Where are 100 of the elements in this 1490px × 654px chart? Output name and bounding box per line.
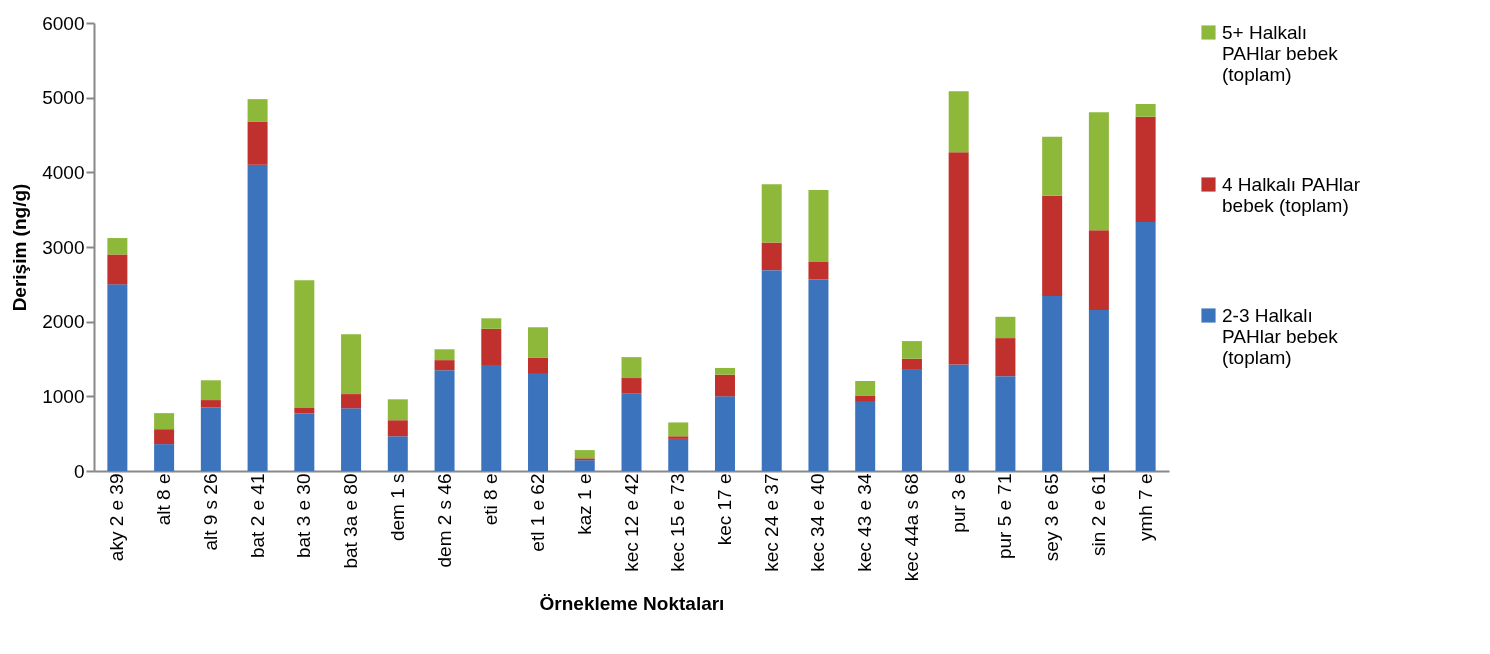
x-tick-label: kec 15 e 73 (667, 473, 689, 572)
x-tick-label: sin 2 e 61 (1087, 473, 1109, 556)
x-tick-label: kec 17 e (713, 473, 735, 546)
bar (948, 152, 969, 365)
bar (855, 401, 876, 471)
bar (1088, 230, 1109, 311)
bar (154, 413, 175, 430)
x-tick-label: etl 1 e 62 (527, 473, 549, 552)
bar (107, 238, 128, 255)
bar (668, 436, 689, 439)
bar (200, 407, 221, 471)
y-tick-label: 5000 (42, 87, 85, 109)
bar (481, 364, 502, 471)
bar (294, 407, 315, 414)
bar (341, 334, 362, 395)
bar (107, 254, 128, 285)
bar (434, 360, 455, 371)
x-tick-label: bat 2 e 41 (246, 473, 268, 559)
bar (1135, 104, 1156, 117)
bar (294, 280, 315, 408)
legend-label: 2-3 Halkalı PAHlar bebek (toplam) (1222, 304, 1339, 368)
x-tick-label: kec 34 e 40 (807, 473, 829, 572)
y-tick-label: 4000 (42, 161, 85, 183)
x-tick-label: pur 3 e (947, 473, 969, 533)
y-axis-title: Derişim (ng/g) (9, 183, 31, 312)
bar (107, 284, 128, 471)
bar (995, 316, 1016, 339)
bar (1088, 310, 1109, 471)
x-tick-label: alt 9 s 26 (199, 473, 221, 551)
bar (808, 279, 829, 471)
bar (528, 357, 549, 374)
x-tick-label: dem 1 s (386, 473, 408, 542)
legend-label: 5+ Halkalı PAHlar bebek (toplam) (1222, 21, 1339, 85)
x-tick-label: eti 8 e (480, 473, 502, 526)
x-tick-label: ymh 7 e (1134, 473, 1156, 542)
bar (995, 338, 1016, 377)
y-tick-label: 2000 (42, 311, 85, 333)
x-axis-title: Örnekleme Noktaları (539, 593, 725, 615)
y-tick-label: 6000 (42, 12, 85, 34)
x-tick-label: kaz 1 e (573, 473, 595, 535)
x-tick-label: aky 2 e 39 (106, 473, 128, 562)
y-tick-label: 1000 (42, 385, 85, 407)
bar (901, 358, 922, 370)
bar (761, 184, 782, 243)
bar (574, 460, 595, 471)
bar (528, 373, 549, 471)
bar (574, 450, 595, 459)
bar (247, 164, 268, 471)
bar (200, 400, 221, 408)
bar (434, 349, 455, 361)
bar (1088, 112, 1109, 231)
bar (528, 327, 549, 358)
x-tick-label: pur 5 e 71 (994, 473, 1016, 560)
x-tick-label: bat 3a e 80 (340, 473, 362, 569)
bar (621, 357, 642, 379)
x-tick-label: kec 24 e 37 (760, 473, 782, 572)
bar (294, 413, 315, 471)
x-tick-label: sey 3 e 65 (1041, 473, 1063, 562)
bar (1135, 116, 1156, 222)
bar (948, 91, 969, 153)
legend-label: 4 Halkalı PAHlar bebek (toplam) (1222, 173, 1361, 216)
bar (668, 438, 689, 471)
bar (668, 422, 689, 437)
bar (387, 436, 408, 471)
x-tick-label: bat 3 e 30 (293, 473, 315, 559)
bar (855, 381, 876, 396)
bar (714, 367, 735, 375)
x-tick-label: dem 2 s 46 (433, 473, 455, 568)
x-tick-label: kec 44a s 68 (900, 473, 922, 582)
bar (1042, 136, 1063, 196)
bar (341, 394, 362, 409)
bar (1042, 295, 1063, 471)
bar (714, 374, 735, 397)
bar (387, 420, 408, 437)
bar (621, 378, 642, 394)
bar (855, 395, 876, 402)
bar (1135, 221, 1156, 471)
bar (621, 393, 642, 471)
bar (808, 189, 829, 262)
bar (714, 396, 735, 471)
bar (200, 380, 221, 401)
y-tick-label: 3000 (42, 236, 85, 258)
bar (481, 318, 502, 329)
bar (995, 376, 1016, 471)
bar (154, 429, 175, 445)
bar (761, 242, 782, 271)
bar (901, 341, 922, 359)
bar (761, 270, 782, 471)
y-tick-label: 0 (73, 460, 85, 482)
bar (154, 444, 175, 471)
x-tick-label: kec 12 e 42 (620, 473, 642, 572)
bar (948, 364, 969, 471)
x-tick-label: alt 8 e (153, 473, 175, 526)
bar (387, 399, 408, 421)
bar (901, 369, 922, 471)
bar (434, 370, 455, 471)
bar (341, 408, 362, 471)
bar (481, 328, 502, 365)
bar (808, 261, 829, 280)
bar (1042, 195, 1063, 296)
